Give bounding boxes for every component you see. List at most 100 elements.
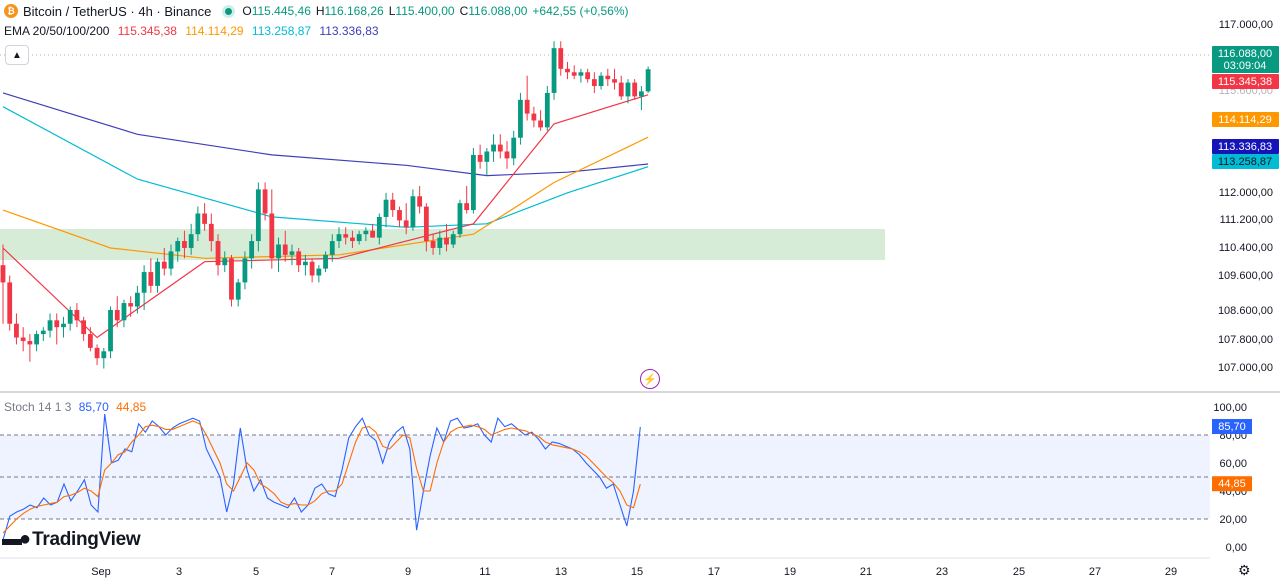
candle-down xyxy=(571,72,577,76)
candle-down xyxy=(208,223,214,242)
candle-up xyxy=(376,216,382,238)
high-label: H xyxy=(315,4,325,18)
candle-down xyxy=(74,309,80,321)
candle-up xyxy=(135,292,140,307)
candle-down xyxy=(94,347,100,359)
candle-down xyxy=(430,241,436,248)
candle-down xyxy=(161,261,167,269)
candle-up xyxy=(457,203,463,235)
candle-up xyxy=(101,351,107,359)
candle-down xyxy=(591,79,597,87)
candle-up xyxy=(276,244,281,259)
candle-down xyxy=(20,337,26,341)
symbol-title[interactable]: Bitcoin / TetherUS · 4h · Binance xyxy=(23,3,212,19)
stoch-d-tag-bg xyxy=(1212,476,1252,492)
ema20-price-tag-bg xyxy=(1212,74,1279,89)
chevron-up-icon[interactable]: ▲ xyxy=(5,45,29,65)
close-value: 116.088,00 xyxy=(468,4,528,18)
candle-up xyxy=(47,320,53,331)
ema-legend[interactable]: EMA 20/50/100/200 115.345,38 114.114,29 … xyxy=(4,24,384,38)
candle-up xyxy=(40,330,46,335)
ema50-value: 114.114,29 xyxy=(185,24,244,38)
date-tick-label: 5 xyxy=(253,566,259,578)
price-tick-label: 107.000,00 xyxy=(1218,362,1273,374)
candle-up xyxy=(155,261,160,286)
candle-up xyxy=(336,234,342,242)
date-tick-label: 13 xyxy=(555,566,567,578)
date-tick-label: 27 xyxy=(1089,566,1101,578)
stoch-d-line xyxy=(2,420,641,534)
tradingview-logo[interactable]: ▬● TradingView xyxy=(2,528,141,551)
candle-up xyxy=(484,151,490,162)
stoch-k-tag-bg xyxy=(1212,419,1252,435)
candle-down xyxy=(27,340,33,345)
bitcoin-icon: ₿ xyxy=(4,4,18,18)
price-tick-label: 109.600,00 xyxy=(1218,270,1273,282)
candle-down xyxy=(282,244,288,255)
candle-up xyxy=(356,234,362,242)
low-label: L xyxy=(388,4,396,18)
candle-down xyxy=(370,230,375,238)
date-tick-label: 17 xyxy=(708,566,720,578)
candle-up xyxy=(450,234,456,245)
candle-down xyxy=(128,303,134,307)
ema20-price-tag: 115.345,38 xyxy=(1218,76,1272,88)
candle-up xyxy=(491,144,496,152)
candle-up xyxy=(34,334,39,345)
candle-up xyxy=(410,196,416,228)
candle-up xyxy=(235,282,241,300)
ema50-price-tag-bg xyxy=(1212,112,1279,127)
candle-up xyxy=(544,92,550,128)
low-value: 115.400,00 xyxy=(395,4,455,18)
candle-up xyxy=(289,251,295,255)
candle-down xyxy=(565,68,570,73)
ema200-price-tag: 113.336,83 xyxy=(1218,141,1272,153)
candle-down xyxy=(182,241,187,248)
price-tick-label: 117.000,00 xyxy=(1219,19,1273,31)
candle-up xyxy=(329,241,335,255)
candle-down xyxy=(538,120,543,128)
candle-down xyxy=(477,154,483,162)
candle-up xyxy=(242,258,248,283)
candle-up xyxy=(121,303,127,321)
candle-up xyxy=(195,213,201,235)
date-tick-label: 23 xyxy=(936,566,948,578)
candle-down xyxy=(350,237,355,242)
settings-gear-icon[interactable]: ⚙ xyxy=(1238,562,1251,578)
candle-down xyxy=(114,309,120,321)
ema200-line xyxy=(2,92,649,177)
ema100-price-tag-bg xyxy=(1212,154,1279,169)
stoch-d-tag: 44,85 xyxy=(1218,478,1246,490)
candle-up xyxy=(383,199,389,217)
last-price-tag: 03:09:04 xyxy=(1224,60,1267,72)
ema50-price-tag: 114.114,29 xyxy=(1218,114,1271,126)
candle-up xyxy=(471,154,476,211)
date-tick-label: 29 xyxy=(1165,566,1177,578)
candle-up xyxy=(168,251,174,269)
stoch-k-value: 85,70 xyxy=(78,400,109,414)
candle-down xyxy=(309,261,315,276)
candle-down xyxy=(7,282,13,324)
open-label: O xyxy=(242,4,252,18)
candle-down xyxy=(87,334,93,348)
candle-down xyxy=(632,82,638,97)
candle-down xyxy=(397,210,402,221)
candle-down xyxy=(504,151,510,159)
date-tick-label: 15 xyxy=(631,566,643,578)
candle-up xyxy=(303,261,308,266)
ema20-line xyxy=(2,94,649,339)
stoch-legend[interactable]: Stoch 14 1 3 85,70 44,85 xyxy=(4,400,150,414)
candle-up xyxy=(61,323,66,328)
market-open-indicator xyxy=(225,7,233,15)
lightning-icon[interactable]: ⚡ xyxy=(640,369,660,389)
ema100-value: 113.258,87 xyxy=(251,24,312,38)
last-price-tag-bg xyxy=(1212,46,1279,73)
price-tick-label: 107.800,00 xyxy=(1218,334,1273,346)
candle-up xyxy=(511,137,517,159)
candle-up xyxy=(639,91,644,97)
candle-down xyxy=(585,72,591,80)
high-value: 116.168,26 xyxy=(324,4,384,18)
candle-down xyxy=(262,189,268,214)
candle-up xyxy=(255,189,261,242)
